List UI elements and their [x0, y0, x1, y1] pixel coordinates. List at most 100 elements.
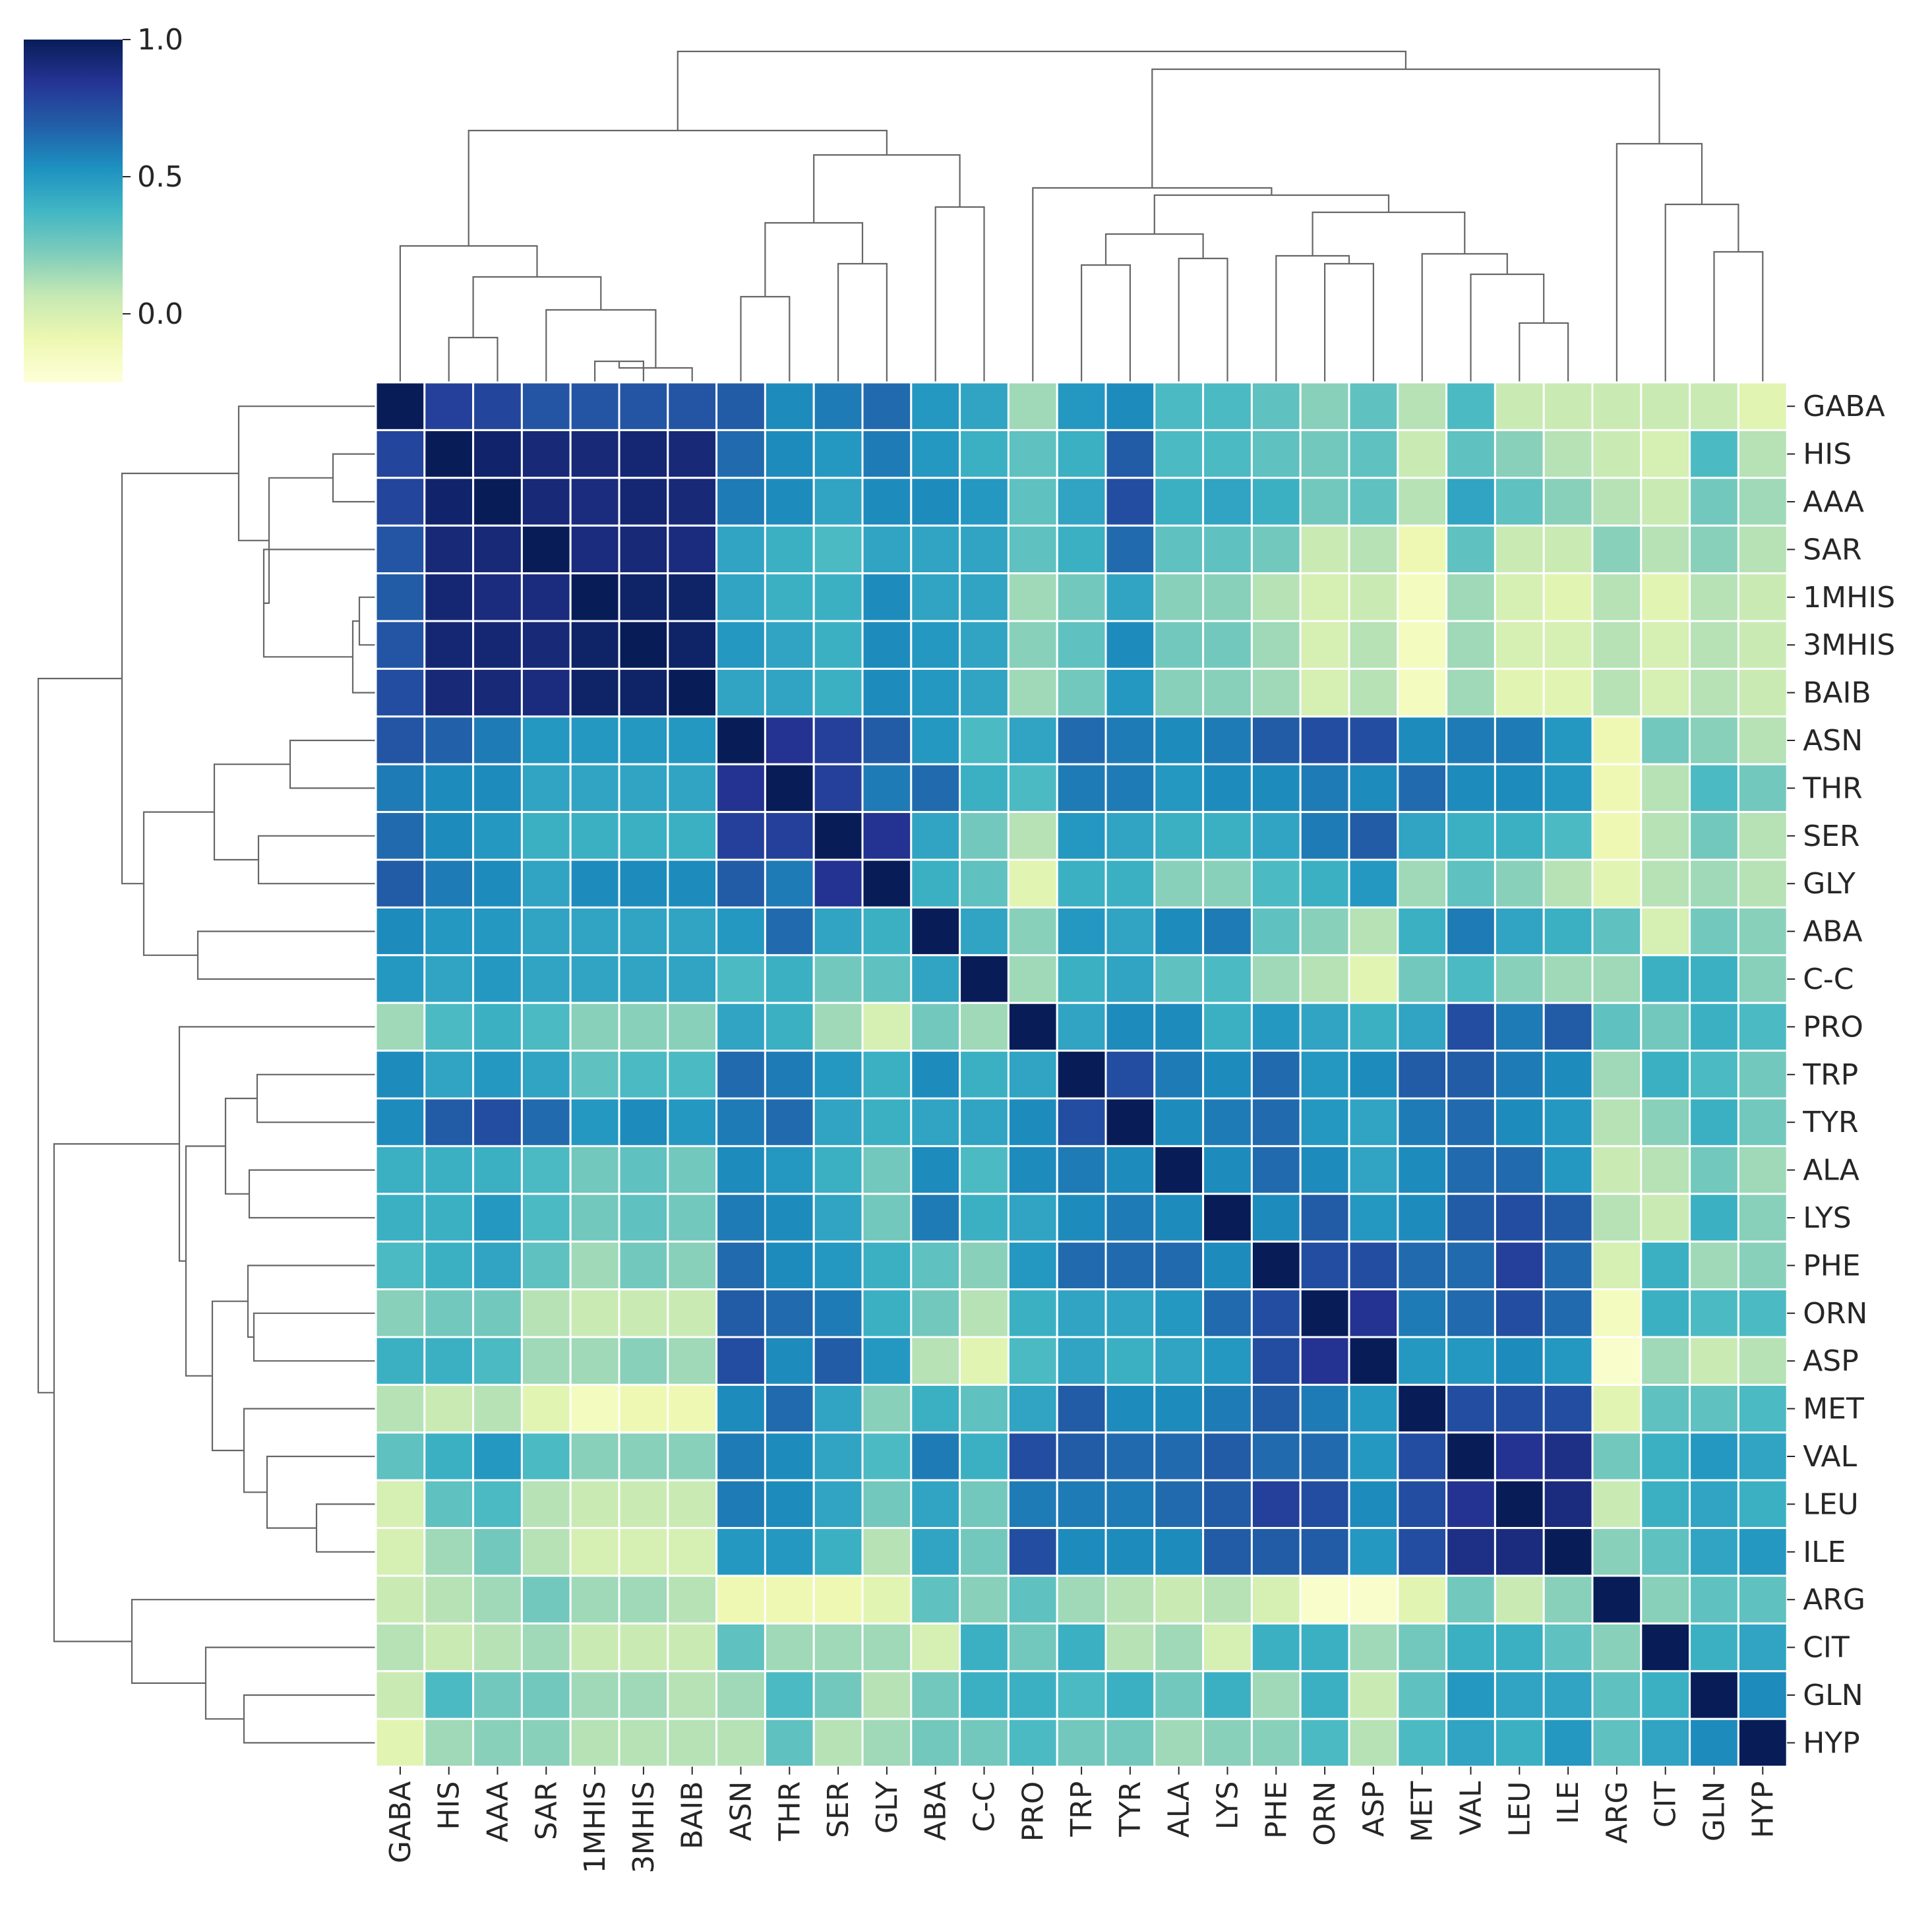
heatmap-cell-LYS-CIT	[1640, 1193, 1691, 1243]
heatmap-cell-CIT-ASP	[1348, 1622, 1399, 1673]
heatmap-cell-CIT-SER	[812, 1622, 864, 1673]
heatmap-cell-GABA-BAIB	[667, 381, 718, 431]
col-dendrogram-link	[1519, 322, 1569, 382]
heatmap-cell-THR-GABA	[375, 763, 426, 814]
heatmap-cell-CIT-1MHIS	[569, 1622, 620, 1673]
row-dendrogram	[37, 405, 376, 1744]
heatmap-cell-C-C-THR	[764, 954, 815, 1004]
heatmap-cell-PRO-TYR	[1104, 1001, 1156, 1052]
heatmap-cell-TRP-ABA	[910, 1050, 961, 1100]
heatmap-cell-TYR-LYS	[1202, 1097, 1253, 1147]
heatmap-cell-VAL-C-C	[959, 1431, 1010, 1481]
heatmap-cell-HYP-AAA	[472, 1718, 523, 1768]
row-dendrogram-link	[332, 453, 376, 503]
heatmap-cell-PHE-1MHIS	[569, 1240, 620, 1291]
heatmap-cell-ASP-PHE	[1250, 1336, 1302, 1386]
heatmap-cell-ARG-GABA	[375, 1574, 426, 1625]
colorbar-tick-label: 1.0	[137, 23, 183, 57]
heatmap-cell-BAIB-LYS	[1202, 667, 1253, 718]
col-label-ASP: ASP	[1357, 1781, 1391, 1837]
heatmap-cell-THR-PRO	[1007, 763, 1058, 814]
heatmap-cell-ABA-CIT	[1640, 906, 1691, 957]
row-dendrogram-link	[211, 1300, 248, 1452]
row-dendrogram-link	[142, 811, 214, 956]
heatmap-cell-GABA-LYS	[1202, 381, 1253, 431]
colorbar: 1.0 0.5 0.0	[24, 23, 183, 382]
heatmap-cell-ILE-ORN	[1299, 1527, 1350, 1577]
heatmap-cell-ASP-GABA	[375, 1336, 426, 1386]
heatmap-cell-PHE-VAL	[1445, 1240, 1496, 1291]
heatmap-cell-BAIB-GLY	[861, 667, 913, 718]
col-label-VAL: VAL	[1455, 1781, 1488, 1835]
heatmap-cell-1MHIS-VAL	[1445, 572, 1496, 622]
col-dendrogram-link	[545, 309, 657, 382]
heatmap-cell-HIS-GLN	[1689, 429, 1739, 479]
heatmap-cell-ALA-1MHIS	[569, 1145, 620, 1195]
heatmap-cell-ASN-TRP	[1056, 715, 1107, 765]
heatmap-cell-LYS-ORN	[1299, 1193, 1350, 1243]
heatmap-cell-ARG-PRO	[1007, 1574, 1058, 1625]
col-dendrogram-link	[813, 154, 961, 223]
heatmap-cell-TRP-GABA	[375, 1050, 426, 1100]
heatmap-cell-AAA-1MHIS	[569, 477, 620, 527]
heatmap-cell-HYP-PHE	[1250, 1718, 1302, 1768]
heatmap-cell-TYR-VAL	[1445, 1097, 1496, 1147]
heatmap-cell-SAR-C-C	[959, 524, 1010, 575]
heatmap-cell-THR-VAL	[1445, 763, 1496, 814]
heatmap-cell-TYR-ARG	[1591, 1097, 1643, 1147]
heatmap-cell-GLN-TRP	[1056, 1670, 1107, 1720]
heatmap-cell-PRO-GABA	[375, 1001, 426, 1052]
heatmap-cell-TRP-PRO	[1007, 1050, 1058, 1100]
heatmap-cell-PHE-BAIB	[667, 1240, 718, 1291]
heatmap-cell-ABA-HIS	[423, 906, 475, 957]
heatmap-cell-HIS-ABA	[910, 429, 961, 479]
heatmap-cell-SER-HYP	[1737, 811, 1788, 861]
heatmap-cell-THR-TRP	[1056, 763, 1107, 814]
heatmap-cell-ASP-SAR	[520, 1336, 572, 1386]
heatmap-cell-ILE-ILE	[1542, 1527, 1594, 1577]
heatmap-cell-GLY-HYP	[1737, 858, 1788, 909]
heatmap-cell-ARG-ALA	[1153, 1574, 1205, 1625]
heatmap-cell-ILE-TYR	[1104, 1527, 1156, 1577]
col-dendrogram-link	[677, 50, 1406, 131]
heatmap-cell-THR-GLY	[861, 763, 913, 814]
heatmap-cell-CIT-TYR	[1104, 1622, 1156, 1673]
heatmap-cell-CIT-ORN	[1299, 1622, 1350, 1673]
heatmap-cell-TYR-BAIB	[667, 1097, 718, 1147]
heatmap-cell-ALA-CIT	[1640, 1145, 1691, 1195]
heatmap-cell-ASN-SAR	[520, 715, 572, 765]
heatmap-cell-MET-PRO	[1007, 1383, 1058, 1434]
col-dendrogram-link	[1713, 251, 1764, 382]
heatmap-cell-C-C-SER	[812, 954, 864, 1004]
heatmap-cell-LEU-GABA	[375, 1479, 426, 1530]
heatmap-cell-1MHIS-TYR	[1104, 572, 1156, 622]
col-label-LEU: LEU	[1503, 1781, 1536, 1837]
heatmap-cell-PRO-PHE	[1250, 1001, 1302, 1052]
heatmap-cell-LEU-ORN	[1299, 1479, 1350, 1530]
heatmap-cell-PHE-GLN	[1689, 1240, 1739, 1291]
col-dendrogram-link	[1153, 194, 1390, 234]
heatmap-cell-HIS-PRO	[1007, 429, 1058, 479]
col-label-ORN: ORN	[1308, 1781, 1342, 1846]
heatmap-cell-THR-LYS	[1202, 763, 1253, 814]
heatmap-cell-ASP-SER	[812, 1336, 864, 1386]
heatmap-cell-C-C-TYR	[1104, 954, 1156, 1004]
heatmap-cell-ILE-LEU	[1494, 1527, 1545, 1577]
heatmap-cell-AAA-ASN	[715, 477, 766, 527]
heatmap-cell-SAR-BAIB	[667, 524, 718, 575]
heatmap-cell-SER-SAR	[520, 811, 572, 861]
heatmap-cell-ABA-MET	[1397, 906, 1448, 957]
heatmap-cell-LYS-GLY	[861, 1193, 913, 1243]
heatmap-cell-ARG-CIT	[1640, 1574, 1691, 1625]
heatmap-cell-SER-LEU	[1494, 811, 1545, 861]
heatmap-cell-LEU-AAA	[472, 1479, 523, 1530]
heatmap-cell-MET-ALA	[1153, 1383, 1205, 1434]
heatmap-cell-GLN-SAR	[520, 1670, 572, 1720]
heatmap-cell-HYP-TRP	[1056, 1718, 1107, 1768]
heatmap-cell-3MHIS-AAA	[472, 620, 523, 670]
row-label-ARG: ARG	[1803, 1583, 1865, 1617]
heatmap-cell-BAIB-CIT	[1640, 667, 1691, 718]
heatmap-cell-AAA-PRO	[1007, 477, 1058, 527]
heatmap-cell-PRO-LEU	[1494, 1001, 1545, 1052]
heatmap-cell-1MHIS-LYS	[1202, 572, 1253, 622]
